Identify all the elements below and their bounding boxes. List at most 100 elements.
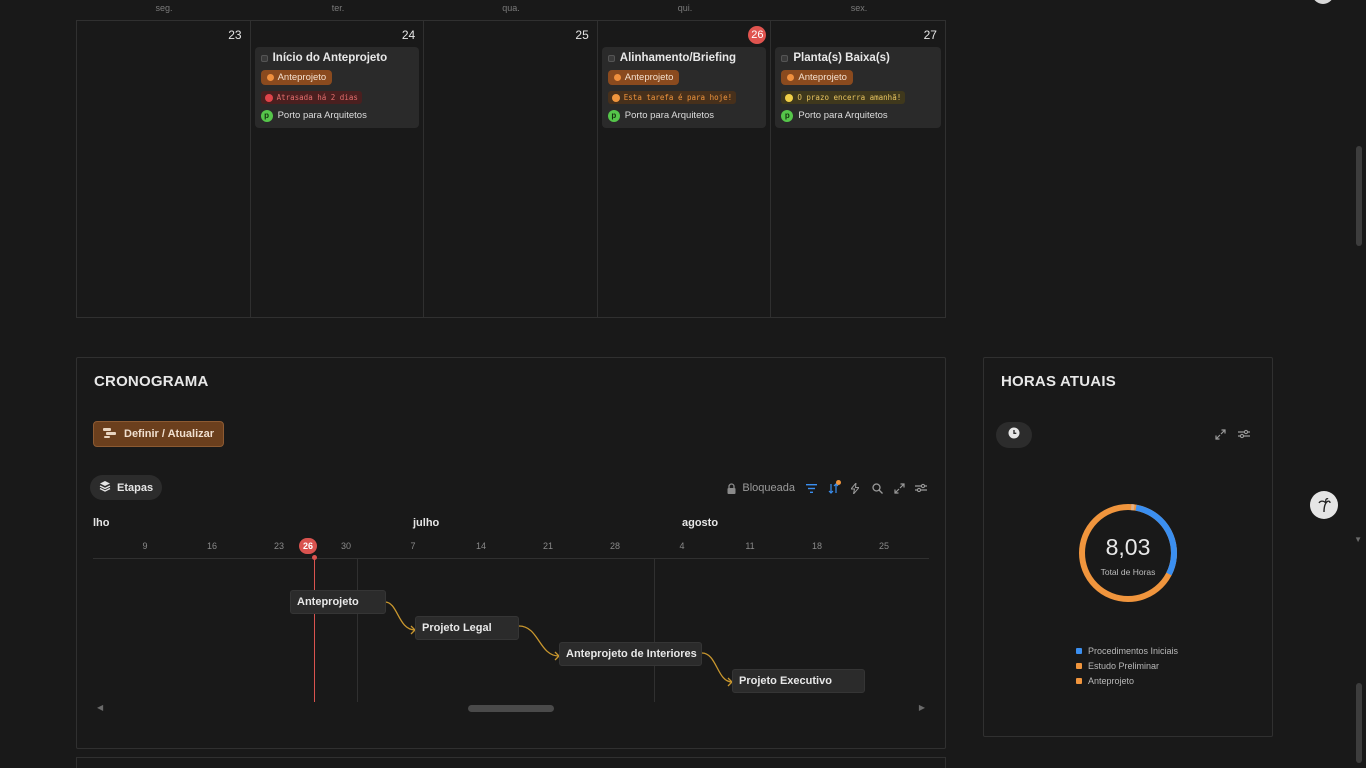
- expand-icon[interactable]: [1215, 429, 1226, 443]
- clock-button[interactable]: [996, 422, 1032, 448]
- task-title: Alinhamento/Briefing: [619, 52, 737, 64]
- task-title: Início do Anteprojeto: [272, 52, 388, 64]
- date-tick: 23: [273, 541, 284, 551]
- page-scroll-thumb[interactable]: [1356, 683, 1362, 763]
- gantt-bar[interactable]: Projeto Executivo: [732, 669, 865, 693]
- status-text: Esta tarefa é para hoje!: [623, 93, 733, 102]
- date-tick: 18: [811, 541, 822, 551]
- sort-icon[interactable]: [827, 480, 841, 494]
- etapas-button[interactable]: Etapas: [90, 475, 163, 500]
- panel-title: HORAS ATUAIS: [1001, 373, 1116, 390]
- day-number: 24: [401, 28, 416, 42]
- gantt-bar[interactable]: Anteprojeto de Interiores: [559, 642, 702, 666]
- clock-icon: [1008, 426, 1020, 444]
- scroll-thumb[interactable]: [468, 705, 554, 712]
- alert-dot-icon: [611, 93, 620, 102]
- dependency-arrows: [384, 601, 733, 687]
- tag-dot-icon: [613, 74, 621, 81]
- settings-sliders-icon[interactable]: [915, 482, 927, 494]
- page-icon: [260, 54, 268, 62]
- button-label: Etapas: [117, 481, 154, 494]
- search-icon[interactable]: [871, 482, 883, 494]
- calendar-day[interactable]: 23: [77, 21, 251, 317]
- page-scrollbar[interactable]: [1354, 0, 1363, 768]
- horas-panel: HORAS ATUAIS 8,03 Total de Horas Procedi…: [983, 357, 1273, 737]
- sort-active-dot: [836, 480, 841, 485]
- button-label: Definir / Atualizar: [124, 428, 215, 440]
- date-tick: 28: [609, 541, 620, 551]
- legend-swatch: [1076, 647, 1082, 654]
- gantt-bar[interactable]: Projeto Legal: [415, 616, 519, 640]
- legend-swatch: [1076, 677, 1082, 684]
- legend-label: Anteprojeto: [1088, 675, 1135, 686]
- layers-icon: [99, 480, 111, 495]
- task-card[interactable]: Início do Anteprojeto Anteprojeto Atrasa…: [254, 47, 420, 128]
- panel-actions: [1215, 429, 1250, 443]
- page-icon: [781, 54, 789, 62]
- date-tick: 9: [142, 541, 148, 551]
- status-badge: O prazo encerra amanhã!: [781, 91, 906, 104]
- calendar-day[interactable]: 26 Alinhamento/Briefing Anteprojeto Esta…: [598, 21, 772, 317]
- month-label: julho: [413, 517, 440, 529]
- scroll-left-icon[interactable]: ◀: [97, 703, 104, 712]
- page-icon: [607, 54, 615, 62]
- date-tick: 21: [542, 541, 553, 551]
- day-number: 23: [228, 28, 242, 42]
- tag-dot-icon: [787, 74, 795, 81]
- phase-tag: Anteprojeto: [607, 70, 680, 85]
- legend-item[interactable]: Anteprojeto: [1076, 675, 1178, 686]
- status-text: O prazo encerra amanhã!: [797, 93, 902, 102]
- hours-donut-chart: [1079, 504, 1177, 602]
- page-scroll-thumb[interactable]: [1356, 146, 1362, 246]
- today-badge: 26: [748, 26, 767, 44]
- task-card[interactable]: Planta(s) Baixa(s) Anteprojeto O prazo e…: [775, 47, 941, 128]
- expand-icon[interactable]: [893, 482, 905, 494]
- calendar-day[interactable]: 27 Planta(s) Baixa(s) Anteprojeto O praz…: [771, 21, 945, 317]
- task-title: Planta(s) Baixa(s): [793, 52, 890, 64]
- total-hours-value: 8,03: [1105, 534, 1151, 560]
- assignee: p Porto para Arquitetos: [781, 109, 935, 122]
- lightning-icon[interactable]: [849, 482, 861, 494]
- date-tick: 14: [475, 541, 486, 551]
- filter-icon[interactable]: [805, 482, 817, 494]
- tag-label: Anteprojeto: [624, 72, 674, 83]
- legend-item[interactable]: Estudo Preliminar: [1076, 660, 1178, 671]
- status-text: Atrasada há 2 dias: [276, 93, 358, 102]
- month-label: lho: [93, 517, 110, 529]
- timeline-icon: [103, 427, 117, 442]
- date-tick: 30: [340, 541, 351, 551]
- legend-swatch: [1076, 662, 1082, 669]
- calendar-week: 23 24 Início do Anteprojeto Anteprojeto …: [76, 20, 946, 318]
- today-line: [314, 556, 315, 702]
- status-badge: Atrasada há 2 dias: [260, 91, 362, 104]
- scroll-down-icon[interactable]: ▼: [1354, 535, 1362, 544]
- task-card[interactable]: Alinhamento/Briefing Anteprojeto Esta ta…: [601, 47, 767, 128]
- legend-item[interactable]: Procedimentos Iniciais: [1076, 645, 1178, 656]
- date-tick: 4: [679, 541, 685, 551]
- weekday-label: seg.: [155, 3, 173, 13]
- date-tick: 7: [410, 541, 416, 551]
- assignee-avatar-icon: p: [260, 109, 273, 122]
- floating-helper-button[interactable]: [1310, 491, 1338, 519]
- lock-status[interactable]: Bloqueada: [725, 482, 795, 494]
- gantt-toolbar: Bloqueada: [725, 480, 927, 494]
- lock-icon: [725, 482, 737, 494]
- assignee-name: Porto para Arquitetos: [798, 110, 888, 121]
- next-panel: [76, 757, 946, 768]
- calendar-day[interactable]: 24 Início do Anteprojeto Anteprojeto Atr…: [251, 21, 425, 317]
- palm-tree-icon: [1316, 498, 1332, 517]
- legend-label: Procedimentos Iniciais: [1088, 645, 1179, 656]
- alert-dot-icon: [264, 93, 273, 102]
- day-number: 27: [923, 28, 937, 42]
- define-update-button[interactable]: Definir / Atualizar: [93, 421, 225, 447]
- gantt-horizontal-scrollbar[interactable]: ◀ ▶: [93, 703, 929, 713]
- legend-label: Estudo Preliminar: [1088, 660, 1160, 671]
- phase-tag: Anteprojeto: [260, 70, 333, 85]
- day-number: 25: [575, 28, 589, 42]
- settings-sliders-icon[interactable]: [1238, 429, 1250, 443]
- calendar-day[interactable]: 25: [424, 21, 598, 317]
- top-floating-button[interactable]: [1312, 0, 1334, 4]
- gantt-bar[interactable]: Anteprojeto: [290, 590, 386, 614]
- scroll-right-icon[interactable]: ▶: [918, 703, 925, 712]
- date-tick: 25: [878, 541, 889, 551]
